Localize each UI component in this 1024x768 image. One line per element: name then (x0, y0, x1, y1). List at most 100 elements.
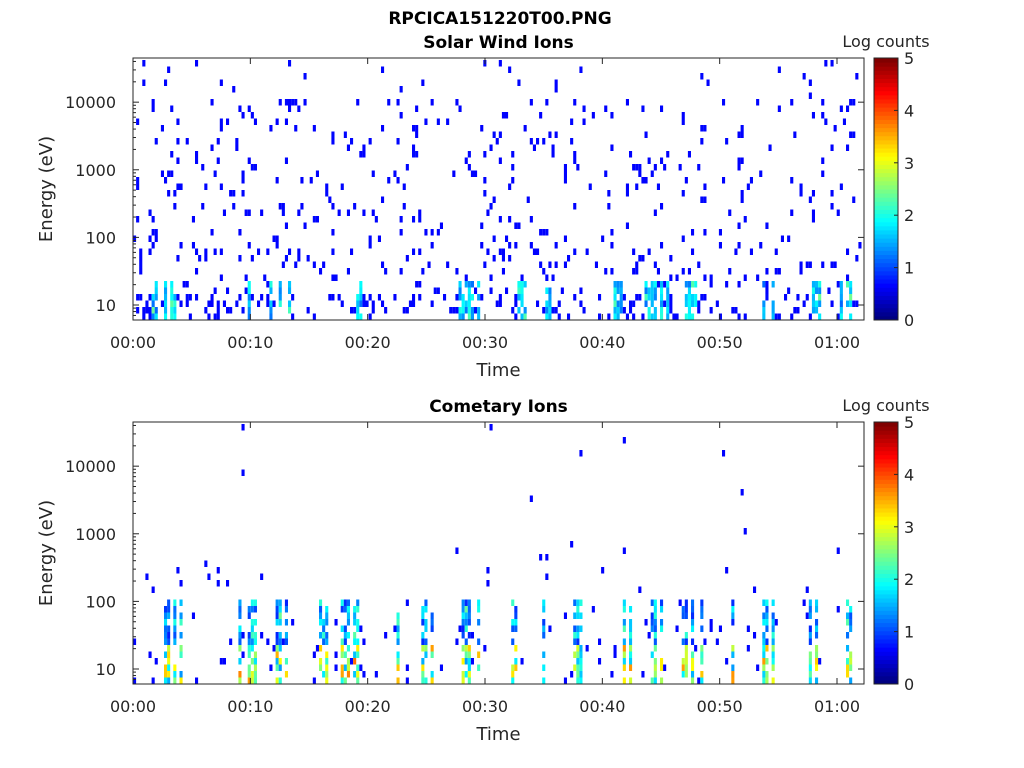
heatmap-cell (430, 242, 434, 249)
heatmap-cell (771, 313, 775, 320)
heatmap-cell (808, 612, 812, 619)
heatmap-cell (247, 300, 251, 307)
heatmap-cell (548, 131, 552, 138)
heatmap-cell (746, 645, 750, 652)
heatmap-cell (551, 144, 555, 151)
heatmap-cell (275, 242, 279, 249)
heatmap-cell (737, 242, 741, 249)
heatmap-cell (573, 664, 577, 671)
heatmap-cell (340, 183, 344, 190)
heatmap-cell (229, 307, 233, 314)
heatmap-cell (737, 313, 741, 320)
figure-title: RPCICA151220T00.PNG (388, 9, 611, 29)
heatmap-cell (501, 248, 505, 255)
heatmap-cell (830, 203, 834, 210)
heatmap-cell (582, 105, 586, 112)
heatmap-cell (399, 86, 403, 93)
heatmap-cell (653, 671, 657, 678)
heatmap-cell (281, 203, 285, 210)
x-tick-label: 00:40 (579, 333, 625, 352)
heatmap-cell (315, 216, 319, 223)
heatmap-cell (737, 131, 741, 138)
colorbar-segment (874, 148, 898, 153)
heatmap-cell (346, 606, 350, 613)
heatmap-cell (548, 313, 552, 320)
heatmap-cell (253, 164, 257, 171)
heatmap-cell (610, 112, 614, 119)
heatmap-cell (356, 599, 360, 606)
heatmap-cell (647, 307, 651, 314)
heatmap-cell (573, 625, 577, 632)
heatmap-cell (288, 307, 292, 314)
heatmap-cell (142, 60, 146, 67)
colorbar-segment (874, 238, 898, 243)
heatmap-cell (480, 294, 484, 301)
colorbar-segment (874, 651, 898, 656)
heatmap-cell (250, 599, 254, 606)
heatmap-cell (216, 157, 220, 164)
heatmap-cell (811, 307, 815, 314)
colorbar-segment (874, 507, 898, 513)
heatmap-cell (216, 300, 220, 307)
heatmap-cell (334, 651, 338, 658)
heatmap-cell (731, 645, 735, 652)
heatmap-cell (303, 222, 307, 229)
heatmap-cell (195, 60, 199, 67)
heatmap-cell (700, 625, 704, 632)
heatmap-cell (523, 125, 527, 132)
colorbar-segment (874, 458, 898, 464)
heatmap-cell (325, 632, 329, 639)
heatmap-cell (133, 638, 137, 645)
colorbar-segment (874, 221, 898, 227)
heatmap-cell (684, 651, 688, 658)
heatmap-cell (455, 638, 459, 645)
heatmap-cell (839, 313, 843, 320)
colorbar-segment (874, 606, 898, 611)
colorbar-segment (874, 279, 898, 284)
colorbar-segment (874, 250, 898, 255)
heatmap-cell (247, 209, 251, 216)
heatmap-cell (815, 281, 819, 288)
heatmap-cell (269, 287, 273, 294)
heatmap-cell (325, 651, 329, 658)
heatmap-cell (811, 112, 815, 119)
heatmap-cell (424, 606, 428, 613)
heatmap-cell (421, 268, 425, 275)
heatmap-cell (505, 287, 509, 294)
heatmap-cell (477, 313, 481, 320)
heatmap-cell (477, 599, 481, 606)
heatmap-cell (275, 606, 279, 613)
colorbar-segment (874, 164, 898, 170)
heatmap-cell (542, 677, 546, 684)
heatmap-cell (579, 287, 583, 294)
heatmap-cell (629, 658, 633, 665)
heatmap-cell (275, 638, 279, 645)
colorbar-segment (874, 127, 898, 133)
heatmap-cell (526, 196, 530, 203)
colorbar-segment (874, 471, 898, 476)
heatmap-cell (749, 248, 753, 255)
heatmap-cell (176, 567, 180, 574)
heatmap-cell (145, 300, 149, 307)
heatmap-cell (371, 300, 375, 307)
heatmap-cell (288, 99, 292, 106)
heatmap-cell (222, 658, 226, 665)
heatmap-cell (734, 307, 738, 314)
heatmap-cell (653, 677, 657, 684)
heatmap-cell (356, 294, 360, 301)
heatmap-cell (418, 294, 422, 301)
heatmap-cell (653, 261, 657, 268)
heatmap-cell (319, 612, 323, 619)
heatmap-cell (167, 677, 171, 684)
heatmap-cell (179, 619, 183, 626)
heatmap-cell (483, 261, 487, 268)
heatmap-cell (359, 287, 363, 294)
heatmap-cell (771, 281, 775, 288)
heatmap-cell (207, 313, 211, 320)
heatmap-cell (613, 281, 617, 288)
heatmap-cell (737, 157, 741, 164)
heatmap-cell (653, 619, 657, 626)
heatmap-cell (281, 638, 285, 645)
heatmap-cell (253, 671, 257, 678)
heatmap-cell (836, 313, 840, 320)
